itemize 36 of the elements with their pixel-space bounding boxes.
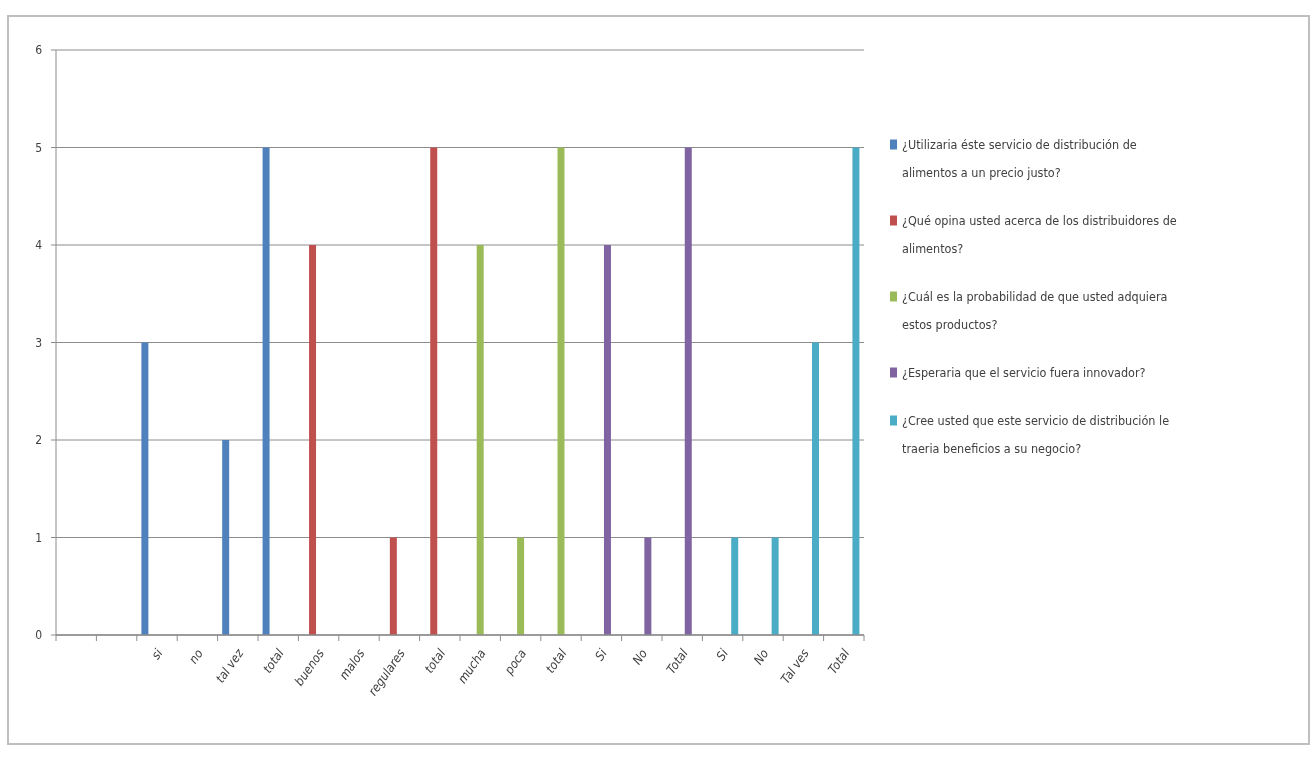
bar <box>684 147 692 635</box>
bar <box>644 537 652 635</box>
bar <box>389 537 397 635</box>
y-tick-label: 4 <box>35 238 43 252</box>
x-tick-label: Tal ves <box>777 646 812 687</box>
bar <box>852 147 860 635</box>
bar <box>141 342 149 635</box>
bar <box>309 245 317 635</box>
bar <box>222 440 230 635</box>
legend-label: ¿Esperaria que el servicio fuera innovador? <box>902 364 1146 380</box>
bar <box>557 147 565 635</box>
legend-label: ¿Qué opina usted acerca de los distribuidores de alimentos? <box>902 212 1177 256</box>
x-tick-label: si <box>148 645 166 663</box>
bar <box>731 537 739 635</box>
x-tick-label: No <box>629 646 651 668</box>
x-tick-label: tal vez <box>212 645 247 686</box>
x-tick-label: no <box>185 646 206 667</box>
bar <box>476 245 484 635</box>
bar <box>603 245 611 635</box>
bar <box>812 342 820 635</box>
x-tick-label: Si <box>712 645 732 664</box>
y-tick-label: 0 <box>35 628 43 642</box>
y-tick-label: 2 <box>35 433 42 447</box>
y-tick-label: 1 <box>35 530 42 545</box>
legend-label: ¿Cuál es la probabilidad de que usted adquiera estos productos? <box>902 288 1168 332</box>
x-tick-label: No <box>750 646 772 668</box>
legend-label: ¿Utilizaria éste servicio de distribución de alimentos a un precio justo? <box>902 136 1137 180</box>
bar <box>430 147 438 635</box>
y-tick-label: 5 <box>35 140 42 155</box>
legend-label: ¿Cree usted que este servicio de distribución le traeria beneficios a su negocio? <box>902 412 1170 456</box>
y-tick-label: 6 <box>35 43 43 57</box>
x-tick-label: Si <box>591 645 611 664</box>
bar <box>262 147 270 635</box>
y-tick-label: 3 <box>35 335 42 350</box>
bar <box>771 537 779 635</box>
bar <box>517 537 525 635</box>
